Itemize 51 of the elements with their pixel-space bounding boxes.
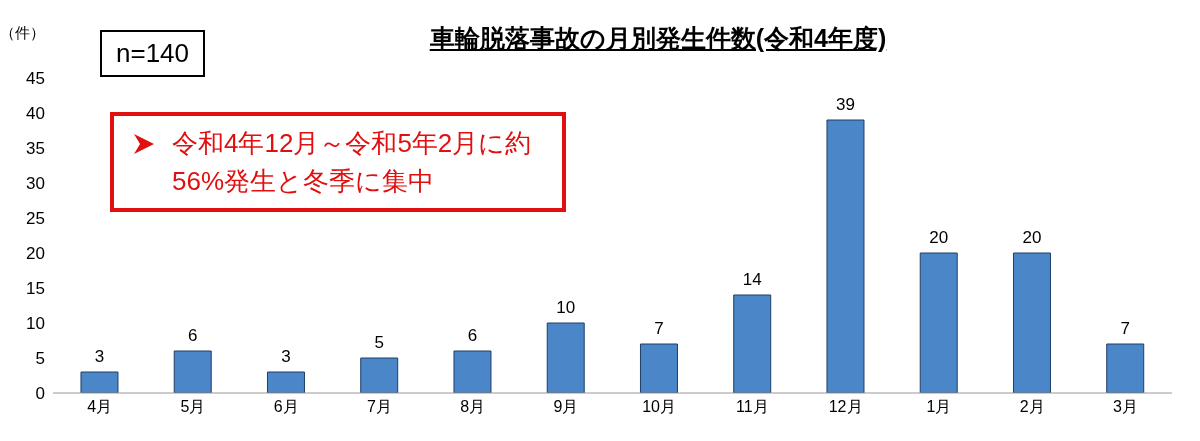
bar [1012, 252, 1051, 393]
data-label: 14 [742, 270, 762, 289]
bar [80, 371, 119, 393]
x-tick-label: 9月 [553, 398, 579, 416]
y-tick-label: 5 [35, 349, 45, 369]
bar [639, 343, 678, 393]
y-tick-label: 0 [35, 384, 45, 404]
x-tick-label: 8月 [460, 398, 486, 416]
callout-frame: 令和4年12月～令和5年2月に約56%発生と冬季に集中 [110, 112, 566, 212]
data-label: 3 [281, 347, 291, 366]
y-tick-label: 30 [26, 174, 45, 194]
bar [266, 371, 305, 393]
annotation: 令和4年12月～令和5年2月に約56%発生と冬季に集中 [172, 128, 532, 196]
y-tick-label: 40 [26, 104, 45, 124]
y-tick-label: 10 [26, 314, 45, 334]
y-tick-label: 20 [26, 244, 45, 264]
bar [453, 350, 492, 393]
y-axis-title: （件） [0, 24, 45, 43]
x-tick-label: 1月 [926, 398, 952, 416]
data-label: 7 [654, 319, 664, 338]
x-tick-label: 11月 [736, 398, 769, 416]
data-label: 7 [1120, 319, 1130, 338]
data-label: 20 [1022, 228, 1042, 247]
label-frame: n=140 [100, 30, 206, 77]
data-label: 3 [94, 347, 105, 366]
bar [733, 294, 772, 393]
y-tick-label: 25 [26, 209, 45, 229]
bar [826, 119, 865, 393]
data-label: 6 [467, 326, 478, 345]
bar [919, 252, 958, 393]
x-tick-label: 4月 [87, 398, 113, 416]
x-tick-label: 10月 [642, 398, 677, 416]
y-tick-label: 45 [26, 69, 45, 89]
chart-title: 車輪脱落事故の月別発生件数(令和4年度) [428, 23, 888, 54]
x-tick-label: 7月 [366, 398, 392, 416]
data-label: 5 [374, 333, 384, 352]
x-tick-label: 12月 [828, 398, 863, 416]
data-label: 39 [836, 95, 855, 114]
data-label: 20 [929, 228, 949, 247]
bar [546, 322, 585, 393]
bar [1106, 343, 1145, 393]
bar [360, 357, 399, 393]
data-label: 10 [556, 298, 576, 317]
x-tick-label: 3月 [1112, 398, 1138, 416]
y-tick-label: 35 [26, 139, 45, 159]
y-tick-label: 15 [26, 279, 45, 299]
x-tick-label: 5月 [180, 398, 206, 416]
x-tick-label: 2月 [1019, 398, 1045, 416]
x-tick-label: 6月 [273, 398, 299, 416]
data-label: 6 [187, 326, 198, 345]
bar [173, 350, 212, 393]
